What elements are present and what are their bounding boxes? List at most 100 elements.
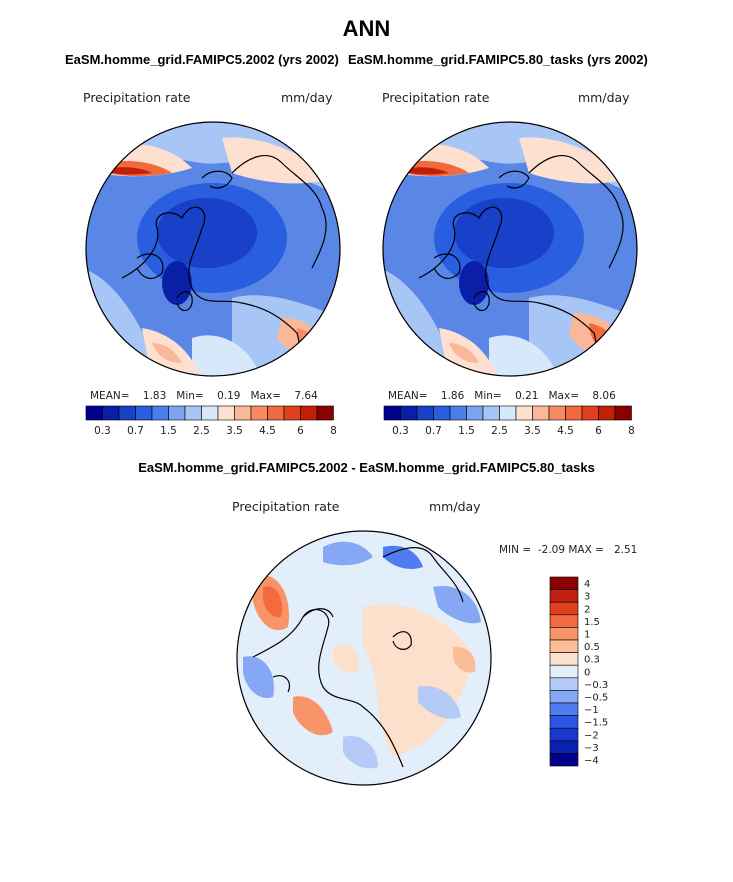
panel2-max-label: Max= bbox=[548, 390, 580, 402]
colorbar-panel2-tick-label: 6 bbox=[595, 425, 602, 437]
colorbar-panel2-tick-label: 4.5 bbox=[557, 425, 574, 437]
colorbar-panel3-swatch bbox=[549, 576, 579, 590]
colorbar-panel3-swatch bbox=[549, 664, 579, 679]
colorbar-panel1-swatch bbox=[118, 405, 136, 421]
colorbar-panel3-tick-label: −4 bbox=[584, 756, 599, 767]
map-boundary-panel3 bbox=[236, 530, 492, 786]
colorbar-panel3-tick-label: −0.5 bbox=[584, 693, 608, 704]
panel3-variable-label: Precipitation rate bbox=[232, 499, 340, 514]
precip-field-panel1 bbox=[86, 122, 340, 376]
panel3-min: -2.09 bbox=[537, 544, 566, 556]
colorbar-panel3-swatch bbox=[549, 614, 579, 628]
colorbar-panel1-swatch bbox=[316, 405, 334, 421]
colorbar-panel2-swatch bbox=[532, 405, 550, 421]
colorbar-panel3-swatch bbox=[549, 690, 579, 704]
colorbar-panel3-swatch bbox=[549, 740, 579, 754]
colorbar-panel3-tick-label: 4 bbox=[584, 579, 590, 590]
colorbar-panel1-swatch bbox=[151, 405, 169, 421]
colorbar-panel2-swatch bbox=[482, 405, 500, 421]
colorbar-panel1-tick-label: 4.5 bbox=[259, 425, 276, 437]
colorbar-panel3-tick-label: 3 bbox=[584, 592, 590, 603]
colorbar-panel3-tick-label: 0 bbox=[584, 667, 590, 678]
colorbar-panel2-swatch bbox=[598, 405, 616, 421]
panel2-max: 8.06 bbox=[592, 390, 616, 402]
diff-field-panel3 bbox=[237, 531, 491, 785]
colorbar-panel2-tick-label: 1.5 bbox=[458, 425, 475, 437]
colorbar-panel2-swatch bbox=[499, 405, 517, 421]
colorbar-panel1-swatch bbox=[85, 405, 103, 421]
panel1-mean: 1.83 bbox=[142, 390, 167, 402]
colorbar-panel1-tick-label: 0.3 bbox=[94, 425, 111, 437]
colorbar-panel2-swatch bbox=[581, 405, 599, 421]
colorbar-panel1-tick-label: 8 bbox=[330, 425, 337, 437]
main-title: ANN bbox=[342, 16, 391, 41]
colorbar-panel1-swatch bbox=[267, 405, 285, 421]
panel2-mean: 1.86 bbox=[440, 390, 465, 402]
colorbar-panel1-tick-label: 3.5 bbox=[226, 425, 243, 437]
colorbar-panel3-tick-label: 2 bbox=[584, 604, 590, 615]
colorbar-panel1-swatch bbox=[217, 405, 235, 421]
map-panel3 bbox=[236, 530, 492, 786]
colorbar-panel1-tick-label: 0.7 bbox=[127, 425, 144, 437]
colorbar-panel2-swatch bbox=[614, 405, 632, 421]
colorbar-panel3-tick-label: 1 bbox=[584, 630, 590, 641]
colorbar-panel1-swatch bbox=[201, 405, 219, 421]
colorbar-panel3-swatch bbox=[549, 639, 579, 653]
panel2-variable-label: Precipitation rate bbox=[382, 90, 490, 105]
colorbar-panel3-tick-label: 0.3 bbox=[584, 655, 600, 666]
colorbar-panel3-swatch bbox=[549, 753, 579, 767]
panel1-stats: MEAN= 1.83 Min= 0.19 Max= 7.64 bbox=[90, 390, 318, 402]
colorbar-panel2: 0.3 0.7 1.5 2.5 3.5 4.5 6 8 bbox=[383, 405, 635, 437]
panel2-title: EaSM.homme_grid.FAMIPC5.80_tasks (yrs 20… bbox=[348, 52, 648, 67]
colorbar-panel3: 4 32 1.5 10.5 0.30 −0.3 −0.5−1 −1.5−2 −3 −4 bbox=[549, 576, 608, 767]
colorbar-panel2-swatch bbox=[400, 405, 418, 421]
colorbar-panel2-swatch bbox=[515, 405, 533, 421]
colorbar-panel2-swatch bbox=[565, 405, 583, 421]
panel3-min-label: MIN = bbox=[499, 544, 532, 556]
colorbar-panel1-tick-label: 1.5 bbox=[160, 425, 177, 437]
colorbar-panel3-swatch bbox=[549, 677, 579, 691]
colorbar-panel1-swatch bbox=[184, 405, 202, 421]
map-boundary-panel1 bbox=[85, 121, 341, 377]
panel2-mean-label: MEAN= bbox=[388, 390, 428, 402]
precip-field-panel2 bbox=[383, 122, 637, 376]
colorbar-panel1-swatch bbox=[250, 405, 268, 421]
colorbar-panel3-swatch bbox=[549, 589, 579, 603]
colorbar-panel3-tick-label: 0.5 bbox=[584, 642, 600, 653]
panel2-stats: MEAN= 1.86 Min= 0.21 Max= 8.06 bbox=[388, 390, 616, 402]
colorbar-panel2-swatch bbox=[433, 405, 451, 421]
map-panel1 bbox=[85, 121, 341, 377]
colorbar-panel3-tick-label: −0.3 bbox=[584, 680, 608, 691]
coastlines-panel1 bbox=[121, 154, 327, 374]
panel1-mean-label: MEAN= bbox=[90, 390, 130, 402]
colorbar-panel2-swatch bbox=[449, 405, 467, 421]
colorbar-panel3-swatch bbox=[549, 702, 579, 716]
panel1-min-label: Min= bbox=[176, 390, 204, 402]
map-panel2 bbox=[382, 121, 638, 377]
colorbar-panel1-swatch bbox=[102, 405, 120, 421]
colorbar-panel1-swatch bbox=[135, 405, 153, 421]
colorbar-panel3-swatch bbox=[549, 652, 579, 666]
colorbar-panel3-swatch bbox=[549, 627, 579, 641]
colorbar-panel3-swatch bbox=[549, 715, 579, 729]
panel2-units: mm/day bbox=[578, 90, 630, 105]
panel3-max-label: MAX = bbox=[568, 544, 604, 556]
colorbar-panel2-swatch bbox=[548, 405, 566, 421]
colorbar-panel2-swatch bbox=[466, 405, 484, 421]
colorbar-panel1: 0.3 0.7 1.5 2.5 3.5 4.5 6 8 bbox=[85, 405, 337, 437]
panel1-variable-label: Precipitation rate bbox=[83, 90, 191, 105]
colorbar-panel2-tick-label: 0.7 bbox=[425, 425, 442, 437]
colorbar-panel2-swatch bbox=[383, 405, 401, 421]
panel1-max-label: Max= bbox=[250, 390, 282, 402]
coastlines-panel2 bbox=[418, 154, 624, 374]
panel1-title: EaSM.homme_grid.FAMIPC5.2002 (yrs 2002) bbox=[65, 52, 339, 67]
colorbar-panel3-swatch bbox=[549, 601, 579, 616]
colorbar-panel3-tick-label: −1 bbox=[584, 705, 599, 716]
colorbar-panel3-swatch bbox=[549, 727, 579, 742]
colorbar-panel1-tick-label: 2.5 bbox=[193, 425, 210, 437]
panel3-stats: MIN = -2.09 MAX = 2.51 bbox=[499, 544, 637, 556]
panel2-min-label: Min= bbox=[474, 390, 502, 402]
colorbar-panel2-swatch bbox=[416, 405, 434, 421]
colorbar-panel1-swatch bbox=[234, 405, 252, 421]
colorbar-panel3-tick-label: −3 bbox=[584, 743, 599, 754]
